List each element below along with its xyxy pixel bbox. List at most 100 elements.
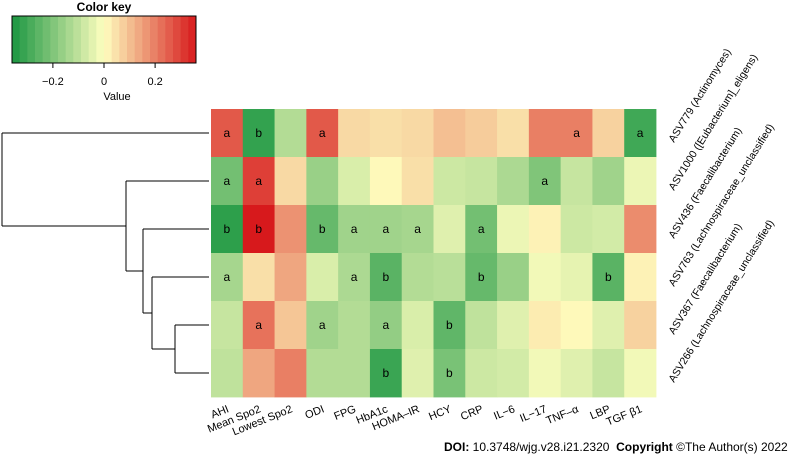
cell-annotation: a — [319, 126, 326, 140]
heatmap-cell — [211, 205, 244, 254]
color-key-tick-label: 0.2 — [147, 76, 162, 88]
heatmap-cell — [528, 301, 562, 350]
heatmap-cell — [211, 301, 244, 350]
color-key-step — [65, 16, 74, 63]
doi-label: DOI: — [444, 440, 470, 454]
color-key-title: Color key — [77, 0, 132, 14]
heatmap-cell — [433, 109, 466, 158]
heatmap-cell — [242, 157, 275, 206]
heatmap-cell — [497, 157, 530, 206]
heatmap-cell — [306, 205, 339, 254]
heatmap-cell — [592, 301, 625, 350]
copyright-value: ©The Author(s) 2022. — [672, 440, 788, 454]
color-key-step — [180, 16, 189, 63]
color-key-step — [127, 16, 136, 63]
heatmap-cell — [338, 157, 371, 206]
color-key-step — [19, 16, 28, 63]
color-key-step — [119, 16, 128, 63]
column-label: HCY — [427, 403, 454, 423]
heatmap-cell — [433, 349, 466, 398]
color-key-gradient — [12, 16, 197, 63]
cell-annotation: a — [319, 318, 326, 332]
heatmap-cell — [401, 253, 434, 302]
heatmap-cell — [274, 157, 307, 206]
heatmap-cell — [338, 205, 371, 254]
color-key-step — [96, 16, 105, 63]
color-key: Color key −0.2 0 0.2 Value — [11, 0, 197, 103]
column-label: ODI — [303, 403, 326, 421]
color-key-tick-label: −0.2 — [42, 76, 64, 88]
cell-annotation: a — [351, 222, 358, 236]
cell-annotation: a — [382, 222, 389, 236]
heatmap-cell — [497, 109, 530, 158]
color-key-step — [165, 16, 174, 63]
heatmap-cell — [624, 157, 657, 206]
heatmap-cell — [592, 109, 625, 158]
heatmap-cell — [497, 253, 530, 302]
color-key-step — [73, 16, 82, 63]
heatmap-cell — [465, 109, 498, 158]
color-key-step — [134, 16, 143, 63]
heatmap-cell — [560, 157, 593, 206]
column-label: IL−17 — [518, 403, 548, 425]
heatmap-cell — [497, 205, 530, 254]
color-key-step — [88, 16, 97, 63]
heatmap-cell — [592, 205, 625, 254]
cell-annotation: a — [637, 126, 644, 140]
cell-annotation: a — [414, 222, 421, 236]
column-label: FPG — [332, 403, 357, 423]
heatmap-cell — [369, 349, 403, 398]
cell-annotation: a — [224, 126, 231, 140]
heatmap-cell — [401, 349, 434, 398]
cell-annotation: a — [351, 270, 358, 284]
heatmap-cell — [528, 205, 562, 254]
heatmap-cell — [560, 109, 593, 158]
heatmap-cell — [306, 253, 339, 302]
heatmap-cell — [433, 205, 466, 254]
color-key-tick-label: 0 — [101, 76, 107, 88]
heatmap-cell — [242, 301, 275, 350]
heatmap-cell — [274, 301, 307, 350]
color-key-step — [188, 16, 197, 63]
heatmap-cell — [401, 301, 434, 350]
column-label: TGF β1 — [605, 403, 644, 428]
heatmap-cell — [624, 205, 657, 254]
heatmap-cell — [211, 253, 244, 302]
heatmap-cell — [560, 205, 593, 254]
copyright-label: Copyright — [616, 440, 673, 454]
heatmap-cell — [306, 349, 339, 398]
heatmap-cell — [528, 157, 562, 206]
heatmap-cell — [211, 109, 244, 158]
heatmap-cell — [211, 349, 244, 398]
cell-annotation: a — [224, 174, 231, 188]
heatmap-cell — [433, 301, 466, 350]
heatmap-cell — [497, 349, 530, 398]
heatmap-cell — [211, 157, 244, 206]
color-key-step — [157, 16, 166, 63]
heatmap-cell — [242, 109, 275, 158]
heatmap-cell — [242, 253, 275, 302]
cell-annotation: b — [446, 318, 453, 332]
heatmap-cell — [624, 301, 657, 350]
cell-annotation: b — [382, 366, 389, 380]
row-dendrogram — [1, 132, 209, 374]
color-key-step — [50, 16, 59, 63]
heatmap-cell — [306, 109, 339, 158]
heatmap-cell — [592, 349, 625, 398]
color-key-ticks: −0.2 0 0.2 — [42, 63, 163, 88]
heatmap-cell — [274, 253, 307, 302]
cell-annotation: a — [478, 222, 485, 236]
cell-annotation: b — [605, 270, 612, 284]
doi-value: 10.3748/wjg.v28.i21.2320 — [469, 440, 610, 454]
heatmap-cell — [338, 253, 371, 302]
color-key-step — [35, 16, 44, 63]
color-key-step — [173, 16, 182, 63]
color-key-step — [58, 16, 67, 63]
heatmap-cell — [369, 301, 403, 350]
heatmap-cell — [528, 109, 562, 158]
heatmap-cell — [560, 349, 593, 398]
heatmap-cell — [338, 109, 371, 158]
heatmap-cell — [433, 157, 466, 206]
